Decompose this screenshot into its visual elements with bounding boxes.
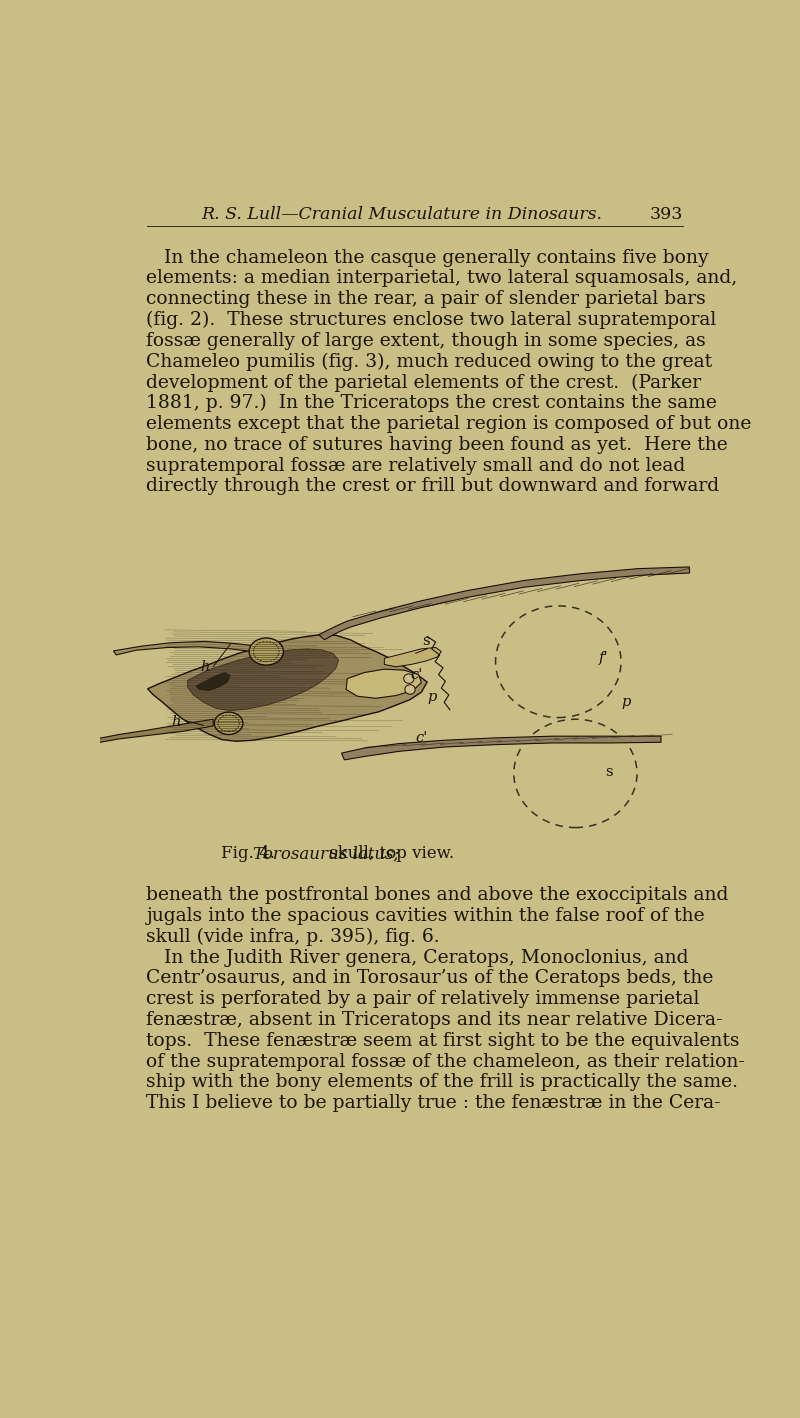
Polygon shape (318, 567, 690, 640)
Ellipse shape (404, 674, 414, 683)
Text: tops.  These fenæstræ seem at first sight to be the equivalents: tops. These fenæstræ seem at first sight… (146, 1032, 740, 1049)
Text: skull (vide infra, p. 395), fig. 6.: skull (vide infra, p. 395), fig. 6. (146, 927, 440, 946)
Text: crest is perforated by a pair of relatively immense parietal: crest is perforated by a pair of relativ… (146, 990, 700, 1008)
Text: Chameleo pumilis (fig. 3), much reduced owing to the great: Chameleo pumilis (fig. 3), much reduced … (146, 353, 713, 372)
Polygon shape (148, 635, 427, 742)
Text: bone, no trace of sutures having been found as yet.  Here the: bone, no trace of sutures having been fo… (146, 435, 728, 454)
Ellipse shape (249, 638, 283, 665)
Polygon shape (346, 669, 422, 698)
Ellipse shape (405, 685, 415, 695)
Polygon shape (96, 719, 214, 743)
Text: fenæstræ, absent in Triceratops and its near relative Dicera-: fenæstræ, absent in Triceratops and its … (146, 1011, 723, 1029)
Text: In the chameleon the casque generally contains five bony: In the chameleon the casque generally co… (146, 248, 709, 267)
Polygon shape (384, 648, 442, 666)
Polygon shape (196, 672, 230, 691)
Polygon shape (114, 641, 253, 655)
Text: beneath the postfrontal bones and above the exoccipitals and: beneath the postfrontal bones and above … (146, 886, 729, 905)
Text: This I believe to be partially true : the fenæstræ in the Cera-: This I believe to be partially true : th… (146, 1095, 721, 1112)
Text: directly through the crest or frill but downward and forward: directly through the crest or frill but … (146, 478, 720, 495)
Text: Torosaurus latus;: Torosaurus latus; (253, 845, 399, 862)
Text: of the supratemporal fossæ of the chameleon, as their relation-: of the supratemporal fossæ of the chamel… (146, 1052, 746, 1071)
Text: s: s (422, 634, 430, 648)
Text: 1881, p. 97.)  In the Triceratops the crest contains the same: 1881, p. 97.) In the Triceratops the cre… (146, 394, 718, 413)
Text: 393: 393 (650, 207, 682, 223)
Text: h: h (200, 659, 210, 674)
Text: c': c' (416, 730, 428, 744)
Text: supratemporal fossæ are relatively small and do not lead: supratemporal fossæ are relatively small… (146, 457, 686, 475)
Text: development of the parietal elements of the crest.  (Parker: development of the parietal elements of … (146, 373, 702, 391)
Text: fossæ generally of large extent, though in some species, as: fossæ generally of large extent, though … (146, 332, 706, 350)
Text: (fig. 2).  These structures enclose two lateral supratemporal: (fig. 2). These structures enclose two l… (146, 311, 717, 329)
Text: c': c' (410, 668, 422, 682)
Text: ship with the bony elements of the frill is practically the same.: ship with the bony elements of the frill… (146, 1073, 738, 1092)
Text: elements: a median interparietal, two lateral squamosals, and,: elements: a median interparietal, two la… (146, 269, 738, 288)
Text: Fig. 4.: Fig. 4. (221, 845, 290, 862)
Text: f': f' (599, 651, 609, 665)
Polygon shape (187, 649, 338, 710)
Text: p: p (427, 691, 437, 705)
Text: Centr’osaurus, and in Torosaur’us of the Ceratops beds, the: Centr’osaurus, and in Torosaur’us of the… (146, 970, 714, 987)
Ellipse shape (214, 712, 243, 735)
Text: s: s (605, 764, 612, 778)
Text: R. S. Lull—Cranial Musculature in Dinosaurs.: R. S. Lull—Cranial Musculature in Dinosa… (202, 207, 602, 223)
Text: p: p (621, 695, 630, 709)
Text: skull, top view.: skull, top view. (325, 845, 454, 862)
Text: connecting these in the rear, a pair of slender parietal bars: connecting these in the rear, a pair of … (146, 291, 706, 308)
Text: h: h (171, 715, 181, 729)
Polygon shape (342, 736, 661, 760)
Text: jugals into the spacious cavities within the false roof of the: jugals into the spacious cavities within… (146, 908, 705, 925)
Text: In the Judith River genera, Ceratops, Monoclonius, and: In the Judith River genera, Ceratops, Mo… (146, 949, 689, 967)
Text: elements except that the parietal region is composed of but one: elements except that the parietal region… (146, 415, 752, 432)
